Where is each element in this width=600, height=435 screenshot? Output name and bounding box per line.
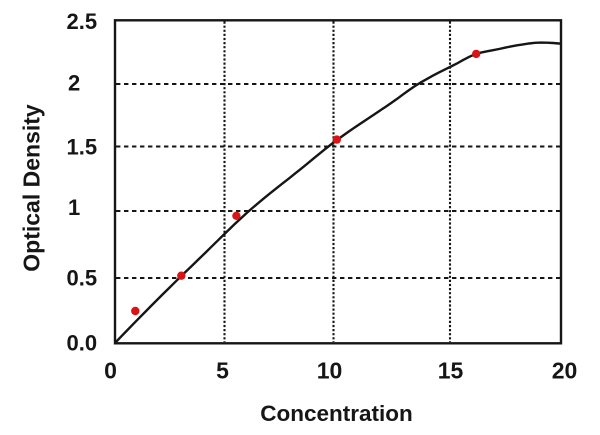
svg-text:2: 2 <box>68 70 80 95</box>
svg-text:Optical Density: Optical Density <box>19 104 45 272</box>
svg-text:10: 10 <box>317 358 343 384</box>
svg-text:1.5: 1.5 <box>67 135 98 160</box>
svg-text:5: 5 <box>216 358 229 384</box>
svg-text:0.5: 0.5 <box>67 266 98 291</box>
svg-text:0: 0 <box>104 358 117 384</box>
svg-text:20: 20 <box>552 358 578 384</box>
svg-text:1: 1 <box>68 195 80 220</box>
svg-text:15: 15 <box>438 358 464 384</box>
svg-text:Concentration: Concentration <box>260 401 413 426</box>
svg-text:0.0: 0.0 <box>67 331 98 356</box>
svg-text:2.5: 2.5 <box>67 9 98 34</box>
